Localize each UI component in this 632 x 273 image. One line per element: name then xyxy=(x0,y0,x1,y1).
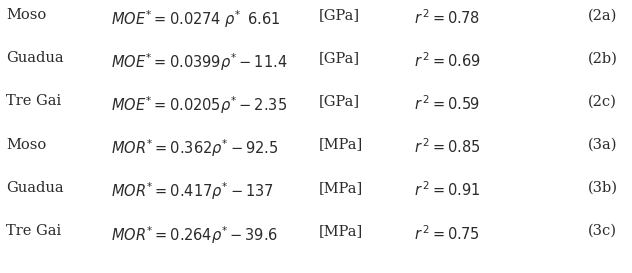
Text: (2b): (2b) xyxy=(588,51,617,65)
Text: Tre Gai: Tre Gai xyxy=(6,224,61,238)
Text: $\mathit{MOR}^{*} = 0.362\rho^{*} - 92.5$: $\mathit{MOR}^{*} = 0.362\rho^{*} - 92.5… xyxy=(111,138,278,159)
Text: (3a): (3a) xyxy=(588,138,617,152)
Text: $\mathit{MOE}^{*} = 0.0399\rho^{*} - 11.4$: $\mathit{MOE}^{*} = 0.0399\rho^{*} - 11.… xyxy=(111,51,287,73)
Text: (2c): (2c) xyxy=(588,94,617,108)
Text: Guadua: Guadua xyxy=(6,51,64,65)
Text: (3c): (3c) xyxy=(588,224,617,238)
Text: Moso: Moso xyxy=(6,138,47,152)
Text: $r^{\,2} = 0.59$: $r^{\,2} = 0.59$ xyxy=(414,94,480,113)
Text: $\mathit{MOE}^{*} = 0.0274\;\rho^{*}\;\;6.61$: $\mathit{MOE}^{*} = 0.0274\;\rho^{*}\;\;… xyxy=(111,8,281,30)
Text: Moso: Moso xyxy=(6,8,47,22)
Text: $\mathit{MOR}^{*} = 0.417\rho^{*} - 137$: $\mathit{MOR}^{*} = 0.417\rho^{*} - 137$ xyxy=(111,181,274,202)
Text: [MPa]: [MPa] xyxy=(319,224,363,238)
Text: $r^{\,2} = 0.78$: $r^{\,2} = 0.78$ xyxy=(414,8,480,27)
Text: [MPa]: [MPa] xyxy=(319,138,363,152)
Text: $r^{\,2} = 0.75$: $r^{\,2} = 0.75$ xyxy=(414,224,480,242)
Text: [GPa]: [GPa] xyxy=(319,8,360,22)
Text: (2a): (2a) xyxy=(588,8,617,22)
Text: $r^{\,2} = 0.91$: $r^{\,2} = 0.91$ xyxy=(414,181,480,199)
Text: [GPa]: [GPa] xyxy=(319,51,360,65)
Text: $\mathit{MOR}^{*} = 0.264\rho^{*} - 39.6$: $\mathit{MOR}^{*} = 0.264\rho^{*} - 39.6… xyxy=(111,224,278,245)
Text: $\mathit{MOE}^{*} = 0.0205\rho^{*} - 2.35$: $\mathit{MOE}^{*} = 0.0205\rho^{*} - 2.3… xyxy=(111,94,287,116)
Text: Tre Gai: Tre Gai xyxy=(6,94,61,108)
Text: [GPa]: [GPa] xyxy=(319,94,360,108)
Text: (3b): (3b) xyxy=(588,181,617,195)
Text: [MPa]: [MPa] xyxy=(319,181,363,195)
Text: $r^{\,2} = 0.69$: $r^{\,2} = 0.69$ xyxy=(414,51,481,70)
Text: $r^{\,2} = 0.85$: $r^{\,2} = 0.85$ xyxy=(414,138,480,156)
Text: Guadua: Guadua xyxy=(6,181,64,195)
